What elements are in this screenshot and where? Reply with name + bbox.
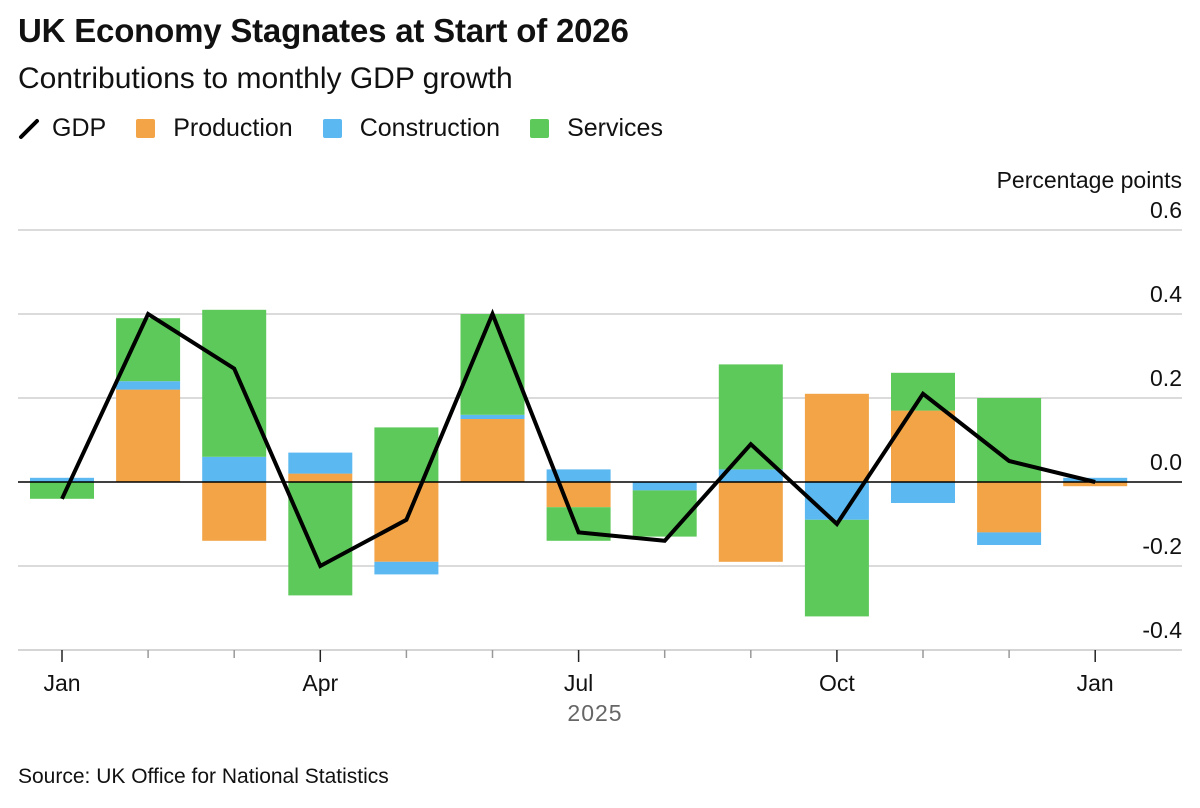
bar-construction: [374, 561, 439, 575]
y-tick-label: 0.6: [1150, 197, 1182, 223]
y-tick-label: 0.4: [1150, 281, 1182, 307]
gdp-line-icon: [19, 118, 39, 139]
bar-construction: [718, 469, 783, 482]
bar-construction: [288, 452, 353, 474]
bar-construction: [116, 381, 181, 390]
construction-swatch-icon: [322, 119, 342, 138]
x-tick-label: Oct: [819, 670, 855, 696]
services-swatch-icon: [530, 119, 550, 138]
bar-production: [718, 482, 783, 562]
bar-services: [202, 309, 267, 457]
bar-services: [288, 482, 353, 596]
production-swatch-icon: [136, 119, 156, 138]
chart-subtitle: Contributions to monthly GDP growth: [18, 62, 513, 95]
bar-services: [632, 490, 697, 537]
bar-construction: [546, 469, 611, 482]
bar-construction: [30, 477, 94, 482]
x-tick-label: Jul: [564, 670, 593, 696]
bar-construction: [891, 482, 955, 503]
y-tick-label: 0.2: [1150, 365, 1182, 391]
legend-label-construction: Construction: [359, 114, 501, 142]
bar-services: [718, 364, 783, 470]
bar-production: [804, 393, 869, 482]
x-tick-label: Jan: [1077, 670, 1114, 696]
legend-label-services: Services: [567, 114, 663, 142]
bar-services: [804, 519, 869, 617]
bar-production: [288, 473, 353, 482]
y-tick-label: 0.0: [1150, 449, 1182, 475]
x-group-label: 2025: [567, 700, 622, 726]
bar-production: [460, 419, 525, 482]
source-note: Source: UK Office for National Statistic…: [18, 765, 389, 788]
legend-item-gdp: GDP: [18, 114, 106, 143]
bar-production: [116, 389, 181, 482]
chart-title: UK Economy Stagnates at Start of 2026: [18, 12, 629, 49]
bar-production: [977, 482, 1042, 533]
x-tick-label: Jan: [43, 670, 80, 696]
gdp-line: [60, 308, 1096, 569]
legend-item-production: Production: [136, 114, 293, 143]
bar-production: [546, 482, 611, 508]
legend-label-production: Production: [173, 114, 293, 142]
legend: GDP Production Construction Services: [18, 114, 693, 143]
bar-construction: [632, 482, 697, 491]
bar-construction: [460, 414, 525, 419]
y-tick-label: -0.2: [1142, 533, 1182, 559]
bar-construction: [202, 456, 267, 482]
bar-services: [30, 482, 94, 499]
bar-construction: [1063, 477, 1128, 482]
x-tick-label: Apr: [302, 670, 338, 696]
bar-production: [202, 482, 267, 541]
bar-production: [1063, 482, 1128, 487]
y-axis-label: Percentage points: [997, 167, 1182, 193]
legend-item-construction: Construction: [322, 114, 501, 143]
legend-label-gdp: GDP: [52, 114, 107, 142]
bar-services: [374, 427, 439, 482]
bar-construction: [977, 532, 1042, 545]
y-tick-label: -0.4: [1142, 617, 1182, 643]
bar-production: [891, 410, 955, 482]
bar-services: [977, 398, 1042, 482]
legend-item-services: Services: [530, 114, 663, 143]
